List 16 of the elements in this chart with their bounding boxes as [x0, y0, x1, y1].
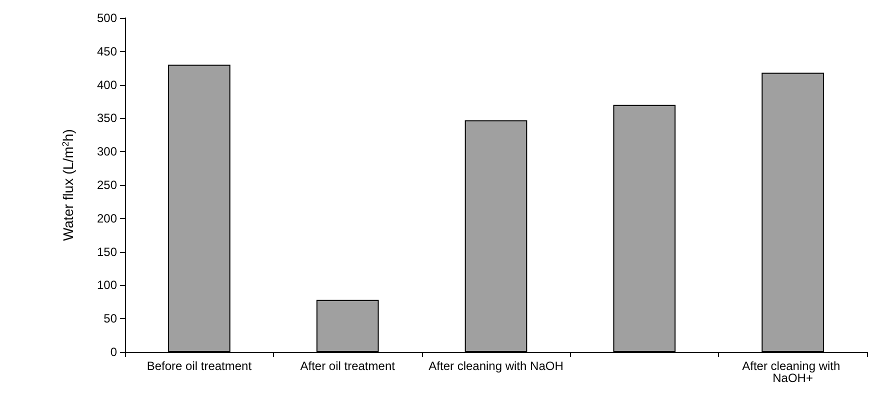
- y-tick-label: 450: [96, 44, 118, 58]
- x-tick-label: After cleaning with NaOH: [428, 359, 564, 373]
- y-tick-label: 0: [110, 345, 118, 359]
- y-tick-label: 300: [96, 144, 118, 159]
- y-tick-label: 500: [96, 11, 118, 25]
- y-tick-label: 150: [96, 244, 118, 259]
- y-tick-label: 50: [104, 312, 118, 326]
- y-tick-label: 200: [96, 211, 118, 226]
- y-tick-label: 350: [96, 111, 118, 126]
- x-tick-label: After oil treatment: [300, 359, 396, 373]
- x-tick-label: Before oil treatment: [146, 359, 252, 373]
- x-tick-label: After cleaning with NaOH+: [742, 359, 844, 385]
- y-tick-label: 400: [96, 78, 118, 92]
- y-tick-label: 100: [96, 278, 118, 292]
- y-tick-label: 250: [96, 178, 118, 192]
- y-axis-title: Water flux (L/m2h): [60, 129, 76, 241]
